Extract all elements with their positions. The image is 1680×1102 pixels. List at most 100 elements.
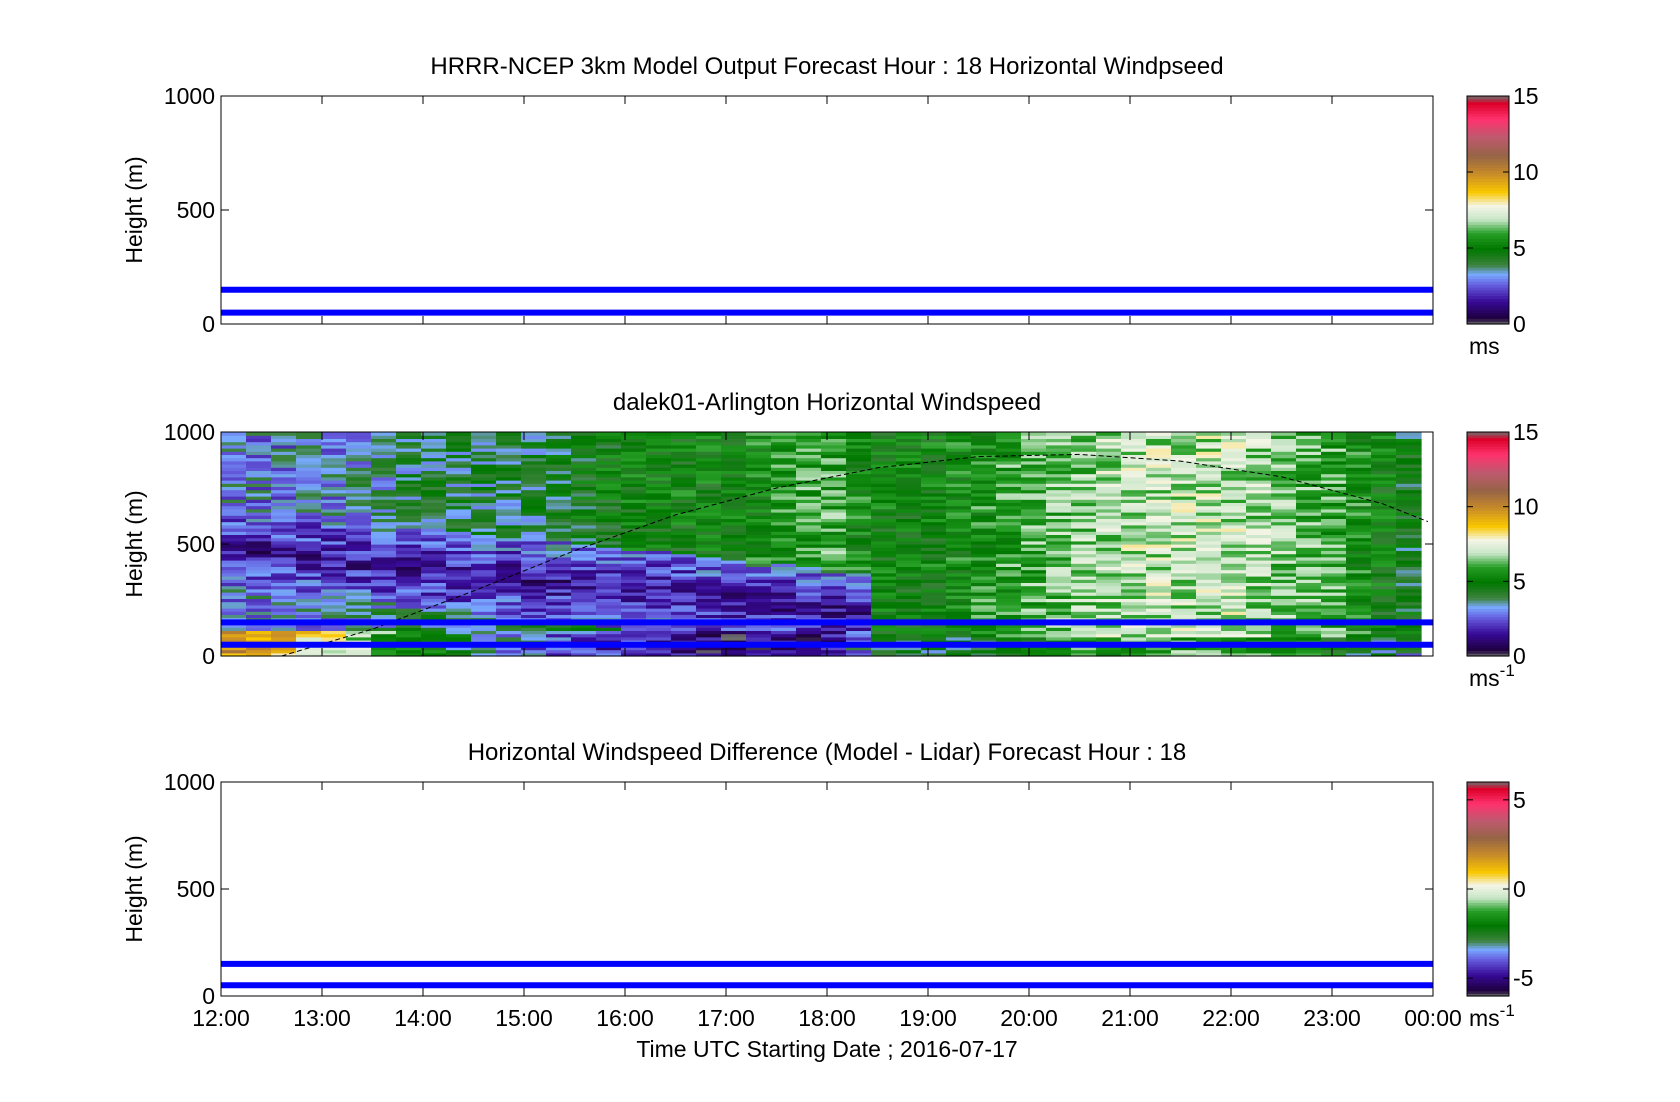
field-cell <box>1246 508 1272 513</box>
field-cell <box>1071 576 1097 580</box>
field-cell <box>321 624 347 628</box>
field-cell <box>871 432 897 436</box>
field-cell <box>371 582 397 587</box>
field-cell <box>996 572 1022 577</box>
field-cell <box>571 515 597 519</box>
field-cell <box>1271 556 1297 561</box>
field-cell <box>596 441 622 446</box>
field-cell <box>871 531 897 535</box>
field-cell <box>1171 534 1197 539</box>
field-cell <box>1146 582 1172 587</box>
field-cell <box>271 560 297 564</box>
field-cell <box>321 636 347 641</box>
field-cell <box>296 627 322 631</box>
field-cell <box>1246 592 1272 596</box>
field-cell <box>1371 624 1397 628</box>
field-cell <box>371 454 397 459</box>
colorbar-segment <box>1467 889 1509 893</box>
field-cell <box>1296 528 1322 532</box>
field-cell <box>1396 627 1422 631</box>
field-cell <box>596 451 622 455</box>
field-cell <box>371 611 397 615</box>
field-cell <box>946 496 972 500</box>
field-cell <box>1271 524 1297 529</box>
field-cell <box>721 438 747 443</box>
field-cell <box>596 588 622 593</box>
field-cell <box>1246 608 1272 612</box>
field-cell <box>271 489 297 494</box>
field-cell <box>771 496 797 500</box>
field-cell <box>271 611 297 615</box>
field-cell <box>1071 537 1097 542</box>
field-cell <box>296 579 322 583</box>
field-cell <box>821 441 847 446</box>
field-cell <box>871 569 897 574</box>
field-cell <box>796 496 822 500</box>
field-cell <box>1246 588 1272 593</box>
field-cell <box>1071 512 1097 516</box>
field-cell <box>796 521 822 526</box>
field-cell <box>1021 588 1047 593</box>
field-cell <box>471 518 497 523</box>
field-cell <box>846 499 872 503</box>
field-cell <box>396 569 422 574</box>
field-cell <box>471 476 497 481</box>
field-cell <box>896 515 922 519</box>
field-cell <box>571 633 597 638</box>
field-cell <box>721 595 747 599</box>
field-cell <box>421 572 447 577</box>
field-cell <box>921 528 947 532</box>
field-cell <box>596 592 622 596</box>
field-cell <box>696 441 722 446</box>
field-cell <box>771 598 797 603</box>
field-cell <box>821 457 847 462</box>
field-cell <box>396 534 422 539</box>
field-cell <box>1221 499 1247 503</box>
field-cell <box>871 473 897 478</box>
field-cell <box>321 457 347 462</box>
field-cell <box>446 630 472 635</box>
field-cell <box>746 563 772 567</box>
field-cell <box>321 588 347 593</box>
field-cell <box>1271 569 1297 574</box>
field-cell <box>821 569 847 574</box>
field-cell <box>1221 524 1247 529</box>
field-cell <box>221 473 247 478</box>
field-cell <box>1371 544 1397 548</box>
field-cell <box>246 512 272 516</box>
field-cell <box>1346 624 1372 628</box>
field-cell <box>871 438 897 443</box>
field-cell <box>671 630 697 635</box>
field-cell <box>1271 566 1297 571</box>
field-cell <box>746 534 772 539</box>
field-cell <box>1121 435 1147 439</box>
field-cell <box>621 435 647 439</box>
field-cell <box>521 502 547 507</box>
field-cell <box>1021 627 1047 631</box>
field-cell <box>671 611 697 615</box>
field-cell <box>1196 550 1222 555</box>
field-cell <box>871 646 897 651</box>
field-cell <box>596 633 622 638</box>
field-cell <box>721 470 747 475</box>
field-cell <box>321 579 347 583</box>
field-cell <box>1296 518 1322 523</box>
field-cell <box>996 592 1022 596</box>
field-cell <box>646 553 672 558</box>
field-cell <box>596 534 622 539</box>
field-cell <box>1246 524 1272 529</box>
field-cell <box>346 544 372 548</box>
field-cell <box>871 467 897 471</box>
field-cell <box>571 569 597 574</box>
field-cell <box>296 556 322 561</box>
field-cell <box>1046 547 1072 551</box>
field-cell <box>1221 505 1247 510</box>
field-cell <box>1046 448 1072 452</box>
field-cell <box>1021 614 1047 619</box>
field-cell <box>896 489 922 494</box>
field-cell <box>846 441 872 446</box>
field-cell <box>1171 515 1197 519</box>
colorbar-segment <box>1467 124 1509 128</box>
field-cell <box>1046 521 1072 526</box>
field-cell <box>296 518 322 523</box>
